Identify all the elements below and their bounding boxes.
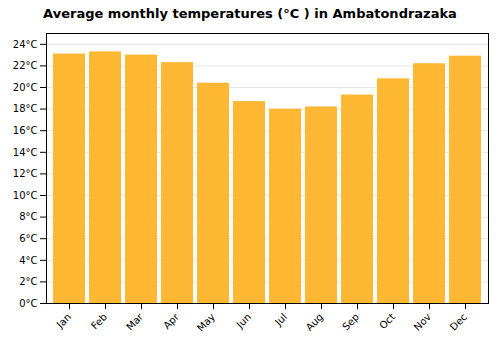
svg-text:16°C: 16°C bbox=[13, 125, 38, 136]
svg-text:May: May bbox=[195, 311, 217, 333]
html-text:Average monthly temperatures (: Average monthly temperatures (°C ) in Am… bbox=[43, 6, 457, 21]
svg-text:Apr: Apr bbox=[161, 311, 182, 332]
svg-text:Jun: Jun bbox=[234, 311, 254, 331]
svg-text:Sep: Sep bbox=[340, 311, 361, 332]
svg-text:24°C: 24°C bbox=[13, 39, 38, 50]
svg-text:4°C: 4°C bbox=[19, 255, 37, 266]
svg-text:2°C: 2°C bbox=[19, 276, 37, 287]
svg-text:Mar: Mar bbox=[124, 311, 146, 333]
svg-text:10°C: 10°C bbox=[13, 190, 38, 201]
svg-text:18°C: 18°C bbox=[13, 103, 38, 114]
svg-text:Jul: Jul bbox=[272, 311, 289, 328]
svg-text:8°C: 8°C bbox=[19, 211, 37, 222]
svg-text:Nov: Nov bbox=[412, 311, 434, 333]
svg-text:0°C: 0°C bbox=[19, 298, 37, 309]
svg-text:22°C: 22°C bbox=[13, 60, 38, 71]
svg-text:Aug: Aug bbox=[304, 311, 326, 333]
svg-text:Jan: Jan bbox=[54, 311, 73, 330]
svg-text:6°C: 6°C bbox=[19, 233, 37, 244]
svg-text:Feb: Feb bbox=[89, 311, 109, 331]
svg-text:20°C: 20°C bbox=[13, 82, 38, 93]
svg-text:14°C: 14°C bbox=[13, 147, 38, 158]
svg-text:12°C: 12°C bbox=[13, 168, 38, 179]
svg-text:Dec: Dec bbox=[448, 311, 469, 332]
svg-text:Oct: Oct bbox=[377, 311, 397, 331]
